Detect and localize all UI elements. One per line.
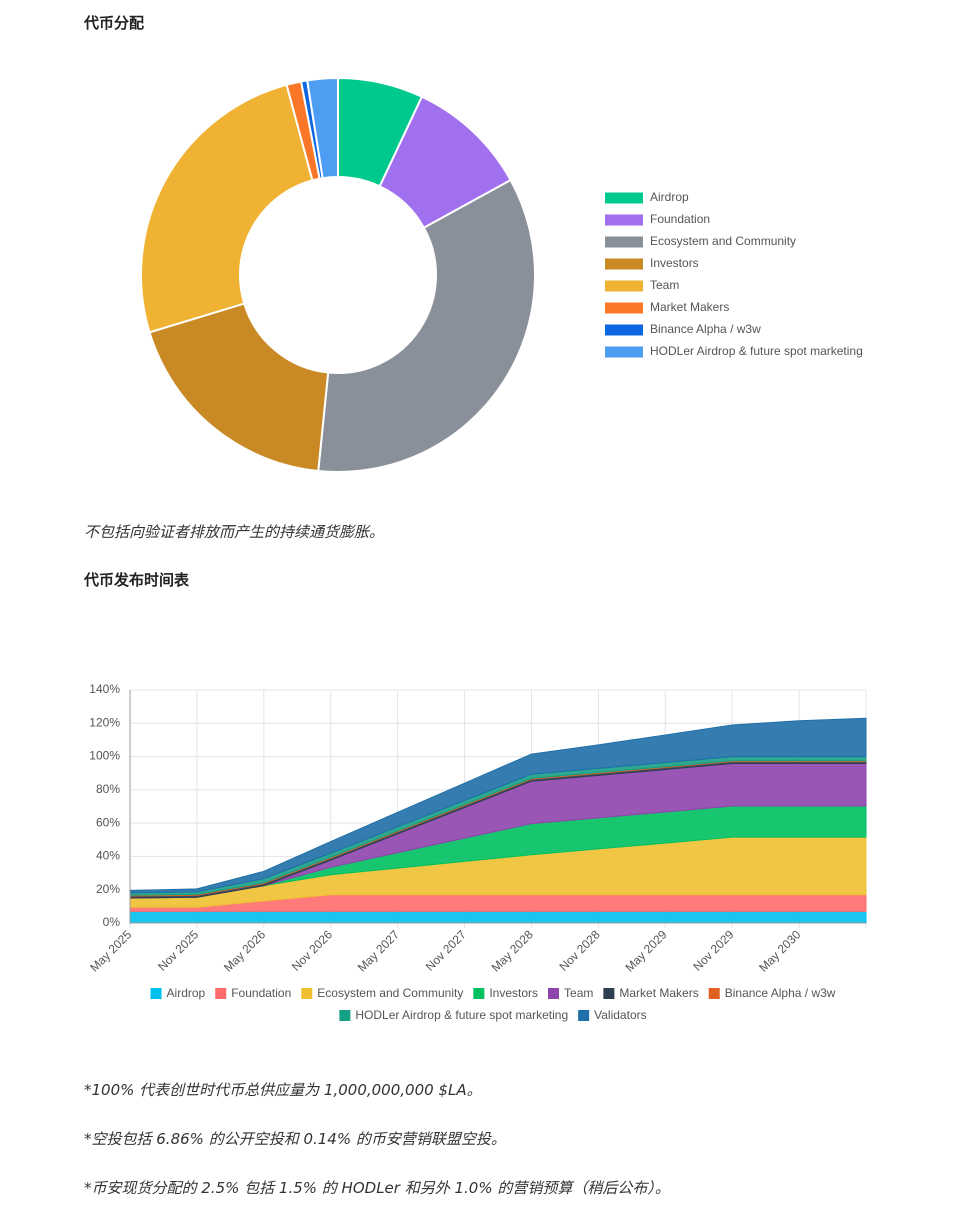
legend-item: Validators bbox=[578, 1008, 647, 1022]
legend-swatch bbox=[605, 346, 643, 358]
legend-swatch bbox=[605, 324, 643, 336]
area bbox=[129, 717, 867, 894]
legend-label: Airdrop bbox=[650, 190, 689, 204]
area-chart: 0% 20% 40% 60% 80% 100% 120% 140% May 2025 Nov 20… bbox=[87, 682, 867, 1022]
x-tick-label: May 2027 bbox=[355, 927, 402, 974]
x-tick-label: Nov 2025 bbox=[155, 927, 201, 973]
x-tick-label: May 2030 bbox=[756, 927, 803, 974]
legend-swatch bbox=[215, 988, 227, 999]
legend-swatch bbox=[605, 192, 643, 204]
legend-label: Airdrop bbox=[167, 986, 206, 1000]
legend-item: Airdrop bbox=[150, 986, 206, 1000]
legend-label: Market Makers bbox=[619, 986, 698, 1000]
pie-chart: Airdrop Foundation Ecosystem and Community… bbox=[140, 76, 863, 473]
heading: 代币分配 bbox=[84, 14, 145, 32]
legend-swatch bbox=[605, 214, 643, 226]
heading: 代币发布时间表 bbox=[84, 571, 190, 589]
y-tick-label: 40% bbox=[96, 849, 120, 863]
legend-item: Foundation bbox=[215, 986, 291, 1000]
legend-item: Team bbox=[548, 986, 593, 1000]
legend-swatch bbox=[473, 988, 485, 999]
legend-label: Investors bbox=[650, 256, 699, 270]
legend-swatch bbox=[603, 988, 615, 999]
legend-label: Team bbox=[650, 278, 679, 292]
x-tick-label: Nov 2028 bbox=[557, 927, 603, 973]
footnote: *空投包括 6.86% 的公开空投和 0.14% 的币安营销联盟空投。 bbox=[84, 1130, 506, 1148]
legend-label: Investors bbox=[489, 986, 538, 1000]
x-tick-label: May 2029 bbox=[622, 927, 669, 974]
y-tick-label: 60% bbox=[96, 815, 120, 829]
legend-swatch bbox=[605, 258, 643, 270]
legend-swatch bbox=[339, 1010, 351, 1021]
legend-item: Ecosystem and Community bbox=[301, 986, 463, 1000]
x-tick-label: Nov 2026 bbox=[289, 927, 335, 973]
legend-swatch bbox=[605, 236, 643, 248]
pie-slice bbox=[148, 302, 330, 473]
x-tick-label: Nov 2027 bbox=[423, 927, 469, 973]
legend-label: Binance Alpha / w3w bbox=[650, 322, 761, 336]
y-tick-label: 0% bbox=[103, 915, 121, 929]
footnote: *币安现货分配的 2.5% 包括 1.5% 的 HODLer 和另外 1.0% … bbox=[84, 1179, 670, 1197]
legend-label: Ecosystem and Community bbox=[317, 986, 463, 1000]
legend-label: HODLer Airdrop & future spot marketing bbox=[650, 344, 863, 358]
y-tick-label: 80% bbox=[96, 782, 120, 796]
y-tick-label: 120% bbox=[89, 715, 120, 729]
legend-label: HODLer Airdrop & future spot marketing bbox=[355, 1008, 568, 1022]
legend-swatch bbox=[605, 280, 643, 292]
legend-item: HODLer Airdrop & future spot marketing bbox=[339, 1008, 568, 1022]
x-tick-label: Nov 2029 bbox=[690, 927, 736, 973]
legend-item: Market Makers bbox=[603, 986, 699, 1000]
x-tick-label: May 2026 bbox=[221, 927, 268, 974]
legend-label: Foundation bbox=[231, 986, 291, 1000]
legend-label: Foundation bbox=[650, 212, 710, 226]
x-tick-label: May 2028 bbox=[489, 927, 536, 974]
legend-swatch bbox=[150, 988, 162, 999]
y-tick-label: 140% bbox=[89, 682, 120, 696]
legend-label: Team bbox=[564, 986, 593, 1000]
legend-swatch bbox=[548, 988, 560, 999]
legend-item: Investors bbox=[473, 986, 538, 1000]
legend-swatch bbox=[605, 302, 643, 314]
pie-slice bbox=[306, 76, 339, 180]
y-tick-label: 20% bbox=[96, 882, 120, 896]
pie-slice bbox=[317, 178, 536, 473]
area bbox=[129, 910, 867, 924]
pie-slice bbox=[140, 83, 314, 334]
legend-swatch bbox=[578, 1010, 590, 1021]
legend-label: Binance Alpha / w3w bbox=[725, 986, 836, 1000]
footnote: *100% 代表创世时代币总供应量为 1,000,000,000 $LA。 bbox=[84, 1081, 482, 1099]
legend-label: Market Makers bbox=[650, 300, 729, 314]
legend-label: Ecosystem and Community bbox=[650, 234, 796, 248]
legend-swatch bbox=[301, 988, 313, 999]
note: 不包括向验证者排放而产生的持续通货膨胀。 bbox=[84, 523, 385, 541]
x-tick-label: May 2025 bbox=[87, 927, 134, 974]
legend-swatch bbox=[708, 988, 720, 999]
y-tick-label: 100% bbox=[89, 749, 120, 763]
legend-item: Binance Alpha / w3w bbox=[708, 986, 836, 1000]
legend-label: Validators bbox=[594, 1008, 646, 1022]
